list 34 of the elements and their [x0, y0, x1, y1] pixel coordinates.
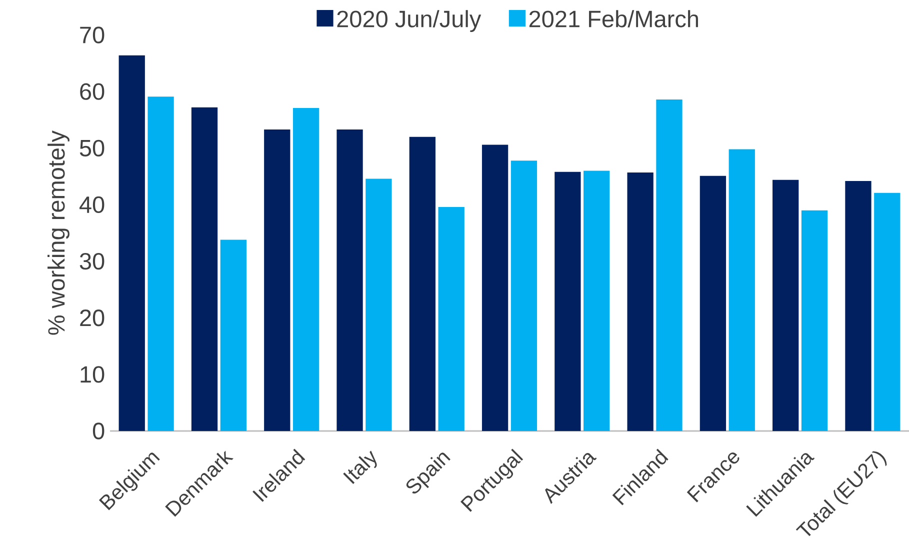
y-tick-label: 60 — [80, 83, 104, 100]
bar — [656, 99, 682, 431]
bar — [366, 178, 392, 431]
bar — [700, 176, 726, 431]
y-tick-label: 20 — [80, 310, 104, 326]
bar — [554, 172, 581, 431]
y-tick-label: 30 — [80, 252, 104, 270]
bar — [874, 192, 900, 431]
y-tick-label: 40 — [79, 196, 104, 214]
x-tick-label: Italy — [343, 450, 377, 484]
legend-label: 2020 Jun/July — [337, 10, 482, 32]
legend-label: 2021 Feb/March — [529, 10, 698, 28]
bar — [482, 144, 508, 431]
bar — [191, 107, 218, 431]
bar — [627, 172, 654, 431]
bar — [728, 149, 755, 431]
bar — [438, 206, 464, 431]
y-tick-label: 70 — [80, 26, 104, 44]
bar — [510, 160, 538, 431]
bar — [584, 170, 610, 431]
bar — [801, 210, 828, 431]
bar — [264, 129, 290, 431]
bar — [845, 180, 872, 431]
bar — [772, 180, 799, 431]
bar — [409, 136, 436, 431]
bar — [148, 96, 174, 431]
bar — [292, 108, 320, 431]
bar — [336, 129, 363, 431]
bar — [118, 55, 145, 431]
y-axis-title: % working remotely — [48, 130, 70, 335]
y-tick-label: 50 — [80, 140, 104, 156]
y-tick-label: 0 — [92, 422, 104, 440]
bar — [220, 240, 246, 431]
y-tick-label: 10 — [80, 366, 104, 383]
